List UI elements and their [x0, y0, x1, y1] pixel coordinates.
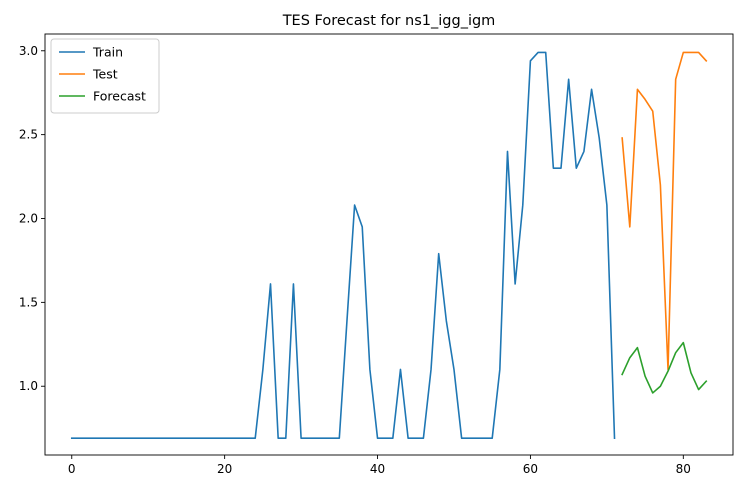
- y-tick-label: 3.0: [19, 44, 38, 58]
- series-line-test: [621, 51, 708, 371]
- chart-title: TES Forecast for ns1_igg_igm: [282, 13, 496, 29]
- legend-label-test: Test: [92, 67, 118, 82]
- legend-label-forecast: Forecast: [93, 89, 146, 104]
- y-tick-label: 1.5: [19, 295, 38, 309]
- plot-area: [70, 51, 708, 440]
- x-tick-label: 60: [523, 462, 538, 476]
- x-tick-label: 20: [217, 462, 232, 476]
- y-tick-label: 2.0: [19, 212, 38, 226]
- plot-frame: [44, 33, 734, 456]
- y-tick-label: 1.0: [19, 379, 38, 393]
- x-tick-label: 40: [370, 462, 385, 476]
- series-line-train: [70, 51, 616, 440]
- x-tick-label: 80: [676, 462, 691, 476]
- legend-label-train: Train: [92, 45, 123, 60]
- legend-box: [50, 38, 160, 114]
- legend: Train Test Forecast: [50, 38, 160, 114]
- series-line-forecast: [621, 341, 708, 394]
- axes: 0 20 40 60 80 1.0 1.5 2.0 2.5 3.0: [19, 44, 691, 476]
- x-tick-label: 0: [68, 462, 76, 476]
- y-tick-label: 2.5: [19, 128, 38, 142]
